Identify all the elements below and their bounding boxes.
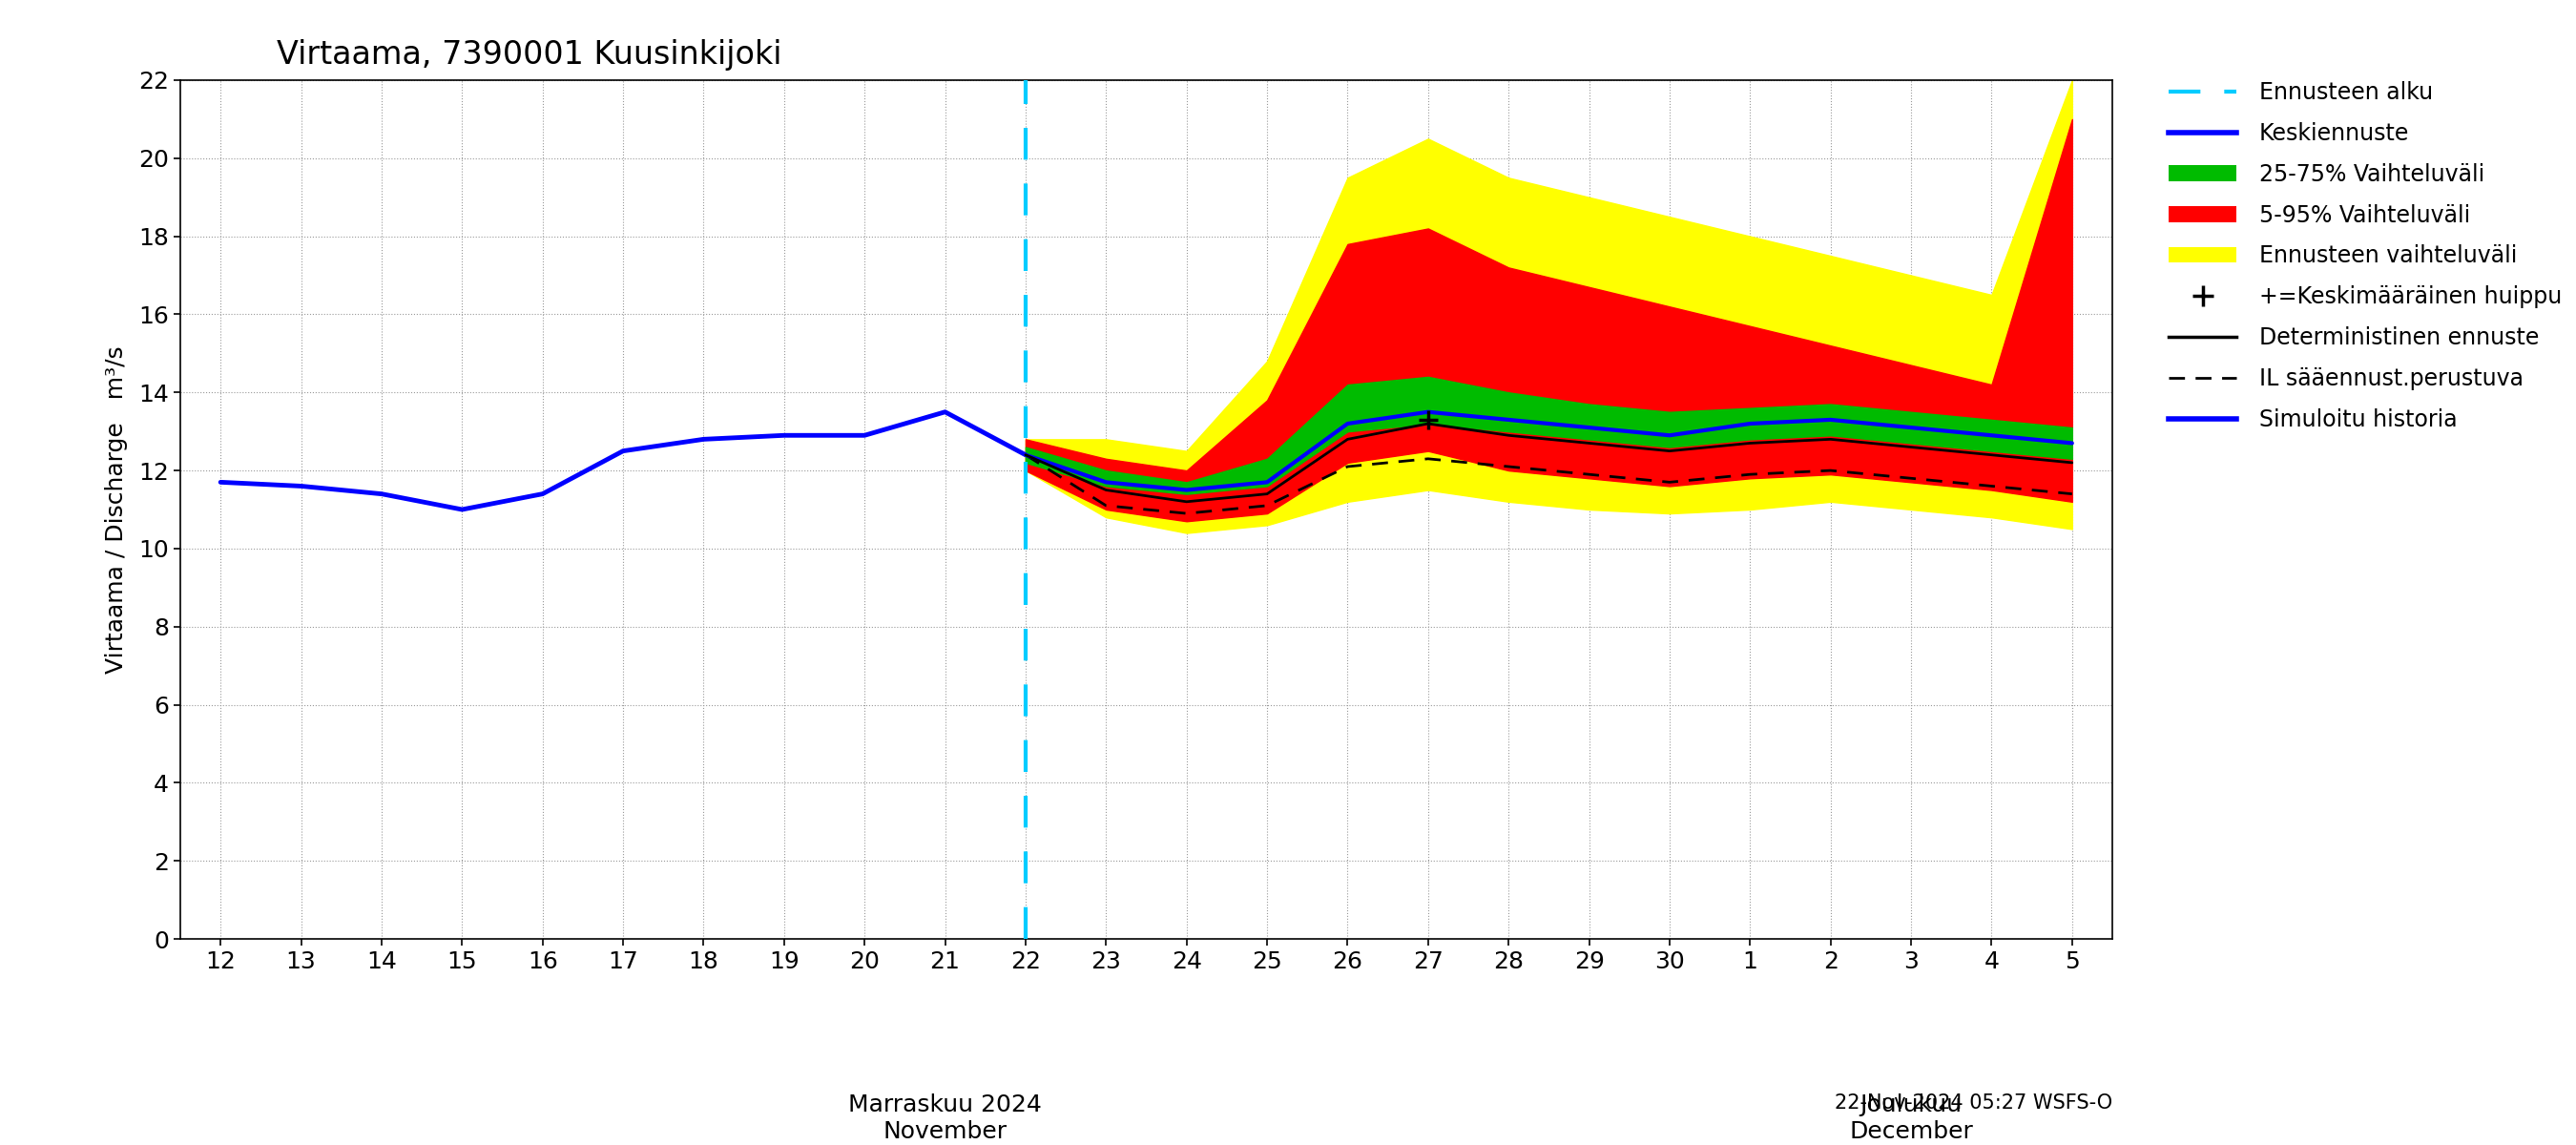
Legend: Ennusteen alku, Keskiennuste, 25-75% Vaihteluväli, 5-95% Vaihteluväli, Ennusteen: Ennusteen alku, Keskiennuste, 25-75% Vai… [2161, 74, 2568, 439]
Text: Marraskuu 2024
November: Marraskuu 2024 November [848, 1093, 1041, 1143]
Text: Virtaama, 7390001 Kuusinkijoki: Virtaama, 7390001 Kuusinkijoki [278, 39, 783, 71]
Text: Joulukuu
December: Joulukuu December [1850, 1093, 1973, 1143]
Text: 22-Nov-2024 05:27 WSFS-O: 22-Nov-2024 05:27 WSFS-O [1834, 1093, 2112, 1113]
Y-axis label: Virtaama / Discharge   m³/s: Virtaama / Discharge m³/s [106, 346, 129, 673]
